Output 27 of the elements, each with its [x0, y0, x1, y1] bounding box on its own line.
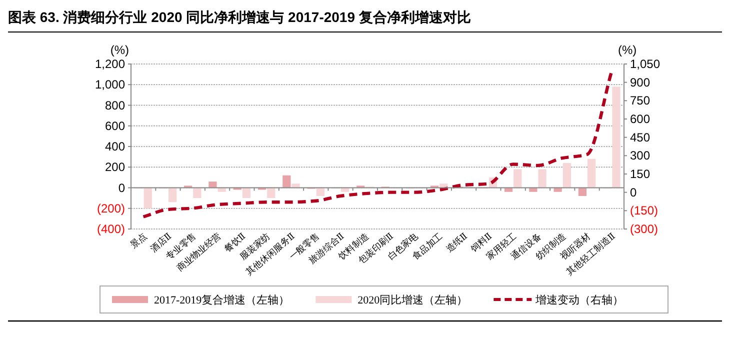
y-tick-label: 1,200: [94, 57, 126, 71]
y2-tick-label: 600: [630, 112, 650, 126]
y2-tick-label: (300): [630, 222, 658, 236]
chart-title: 图表 63. 消费细分行业 2020 同比净利增速与 2017-2019 复合净利增速对比: [8, 9, 471, 25]
y2-tick-label: 450: [630, 130, 650, 144]
y2-tick-label: 1,050: [630, 57, 660, 71]
y2-tick-label: 900: [630, 75, 650, 90]
x-tick-label: 景点: [128, 230, 149, 250]
y-tick-label: (400): [96, 222, 125, 236]
y2-axis-title: (%): [618, 43, 637, 57]
y-axis-title: (%): [110, 43, 129, 57]
y-tick-label: 800: [104, 98, 126, 112]
y-tick-label: 600: [104, 118, 126, 133]
legend-label: 增速变动（右轴）: [534, 294, 624, 306]
y2-tick-label: 150: [630, 167, 650, 181]
y2-tick-label: 300: [630, 148, 650, 163]
y-tick-label: 400: [104, 140, 126, 154]
y-tick-label: 200: [104, 160, 126, 174]
y-tick-label: 1,000: [94, 78, 126, 92]
legend-label: 2017-2019复合增速（左轴）: [154, 294, 290, 306]
y-tick-label: (200): [96, 201, 125, 216]
y2-tick-label: 750: [630, 94, 650, 108]
y2-tick-label: 0: [630, 185, 637, 200]
y-tick-label: 0: [118, 180, 126, 195]
x-tick-label: 造纸Ⅱ: [444, 230, 470, 254]
y2-tick-label: (150): [630, 204, 658, 218]
legend-label: 2020同比增速（左轴）: [358, 294, 468, 306]
